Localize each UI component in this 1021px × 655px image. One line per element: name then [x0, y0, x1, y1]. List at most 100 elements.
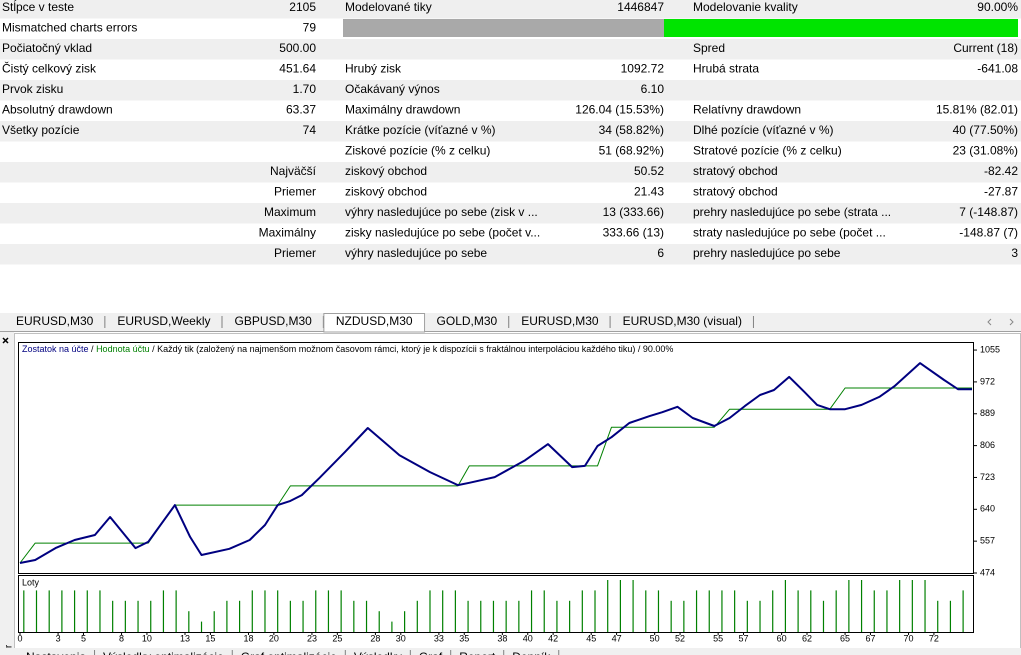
chart-panel [14, 333, 1021, 649]
balance-line [19, 362, 972, 564]
row-value: 6.10 [641, 82, 665, 96]
y-tick-label: 640 [980, 504, 995, 514]
bottom-tab-bar [0, 648, 1021, 655]
row-background [0, 162, 1021, 183]
tab[interactable]: EURUSD,M30 (visual) [623, 314, 742, 328]
tab[interactable]: EURUSD,Weekly [117, 314, 210, 328]
tab[interactable]: EURUSD,M30 [16, 314, 94, 328]
row-background [0, 203, 1021, 224]
lots-frame [18, 575, 974, 633]
legend-separator: / [89, 344, 97, 354]
bottom-tab[interactable]: Výsledky optimalizácie [103, 650, 224, 655]
legend-subtitle: Každý tik (založený na najmenšom možnom … [157, 344, 635, 354]
row-value: 79 [303, 21, 317, 35]
row-label: Spred [693, 41, 725, 55]
x-tick-label: 52 [675, 633, 685, 643]
lots-title: Loty [22, 577, 40, 587]
tab[interactable]: GBPUSD,M30 [235, 314, 313, 328]
row-value: 23 (31.08%) [953, 144, 1018, 158]
bottom-tab[interactable]: Výsledky [354, 650, 402, 655]
x-tick-label: 45 [586, 633, 596, 643]
row-label: straty nasledujúce po sebe (počet ... [693, 226, 886, 240]
row-value: Maximálny [259, 226, 316, 240]
x-tick-label: 10 [142, 633, 152, 643]
y-tick-label: 557 [980, 536, 995, 546]
x-tick-label: 42 [548, 633, 558, 643]
row-label: Ziskové pozície (% z celku) [345, 144, 490, 158]
bottom-tab[interactable]: Report [459, 650, 496, 655]
x-tick-label: 60 [777, 633, 787, 643]
x-tick-label: 15 [205, 633, 215, 643]
row-label: Prvok zisku [2, 82, 63, 96]
x-tick-label: 67 [865, 633, 875, 643]
legend-quality: 90.00% [643, 344, 674, 354]
row-value: Priemer [274, 246, 316, 260]
row-value: 15.81% (82.01) [936, 103, 1018, 117]
row-value: -82.42 [984, 164, 1018, 178]
bottom-tab[interactable]: Nastavenia [26, 650, 86, 655]
legend-separator: / [635, 344, 643, 354]
row-label: stratový obchod [693, 185, 778, 199]
row-value: 2105 [289, 0, 316, 14]
row-label: Hrubá strata [693, 62, 759, 76]
row-value: 90.00% [977, 0, 1018, 14]
bottom-tab[interactable]: Denník [512, 650, 551, 655]
x-tick-label: 35 [459, 633, 469, 643]
x-tick-label: 18 [243, 633, 253, 643]
row-label: Modelované tiky [345, 0, 432, 14]
row-label: Čistý celkový zisk [2, 61, 97, 76]
equity-line [19, 387, 972, 564]
row-background [0, 80, 1021, 101]
row-background [0, 244, 1021, 265]
legend-separator: / [150, 344, 158, 354]
y-tick-label: 723 [980, 472, 995, 482]
row-label: Stĺpce v teste [2, 0, 74, 14]
close-icon[interactable] [2, 337, 9, 344]
x-tick-label: 38 [497, 633, 507, 643]
row-value: 7 (-148.87) [959, 205, 1018, 219]
report-table: Stĺpce v teste 2105 Modelované tiky 1446847… [0, 0, 1021, 265]
row-value: 1446847 [617, 0, 664, 14]
plot-frame [18, 342, 974, 574]
row-label: Modelovanie kvality [693, 0, 798, 14]
tab-scroll-left[interactable] [987, 318, 992, 326]
x-tick-label: 8 [119, 633, 124, 643]
tab[interactable]: EURUSD,M30 [521, 314, 599, 328]
row-label: výhry nasledujúce po sebe (zisk v ... [345, 205, 538, 219]
x-tick-label: 5 [81, 633, 86, 643]
row-label: výhry nasledujúce po sebe [345, 246, 487, 260]
tab[interactable]: GOLD,M30 [437, 314, 498, 328]
x-tick-label: 47 [612, 633, 622, 643]
row-value: Najväčší [270, 164, 317, 178]
row-background [0, 39, 1021, 60]
side-strip [0, 332, 14, 655]
legend: Zostatok na účte / Hodnota účtu / Každý … [22, 344, 673, 354]
row-value: 50.52 [634, 164, 664, 178]
row-value: 6 [657, 246, 664, 260]
bottom-tab[interactable]: Graf [419, 650, 443, 655]
row-value: 40 (77.50%) [953, 123, 1018, 137]
row-value: -148.87 (7) [959, 226, 1018, 240]
row-label: Stratové pozície (% z celku) [693, 144, 842, 158]
row-label: prehry nasledujúce po sebe [693, 246, 841, 260]
row-value: Maximum [264, 205, 316, 219]
tab-scroll-right[interactable] [1009, 318, 1014, 326]
row-value: -27.87 [984, 185, 1018, 199]
x-tick-label: 72 [929, 633, 939, 643]
row-value: 333.66 (13) [603, 226, 664, 240]
row-value: Priemer [274, 185, 316, 199]
x-tick-label: 62 [802, 633, 812, 643]
row-value: 126.04 (15.53%) [575, 103, 664, 117]
bottom-tab[interactable]: Graf optimalizácie [241, 650, 337, 655]
row-background [0, 121, 1021, 142]
y-tick-label: 889 [980, 408, 995, 418]
x-tick-label: 55 [713, 633, 723, 643]
row-value: 51 (68.92%) [599, 144, 664, 158]
row-label: Očakávaný výnos [345, 82, 440, 96]
x-tick-label: 57 [739, 633, 749, 643]
x-tick-label: 40 [523, 633, 533, 643]
row-value: 1.70 [293, 82, 317, 96]
tab[interactable]: NZDUSD,M30 [336, 314, 413, 328]
row-label: Krátke pozície (víťazné v %) [345, 123, 496, 137]
